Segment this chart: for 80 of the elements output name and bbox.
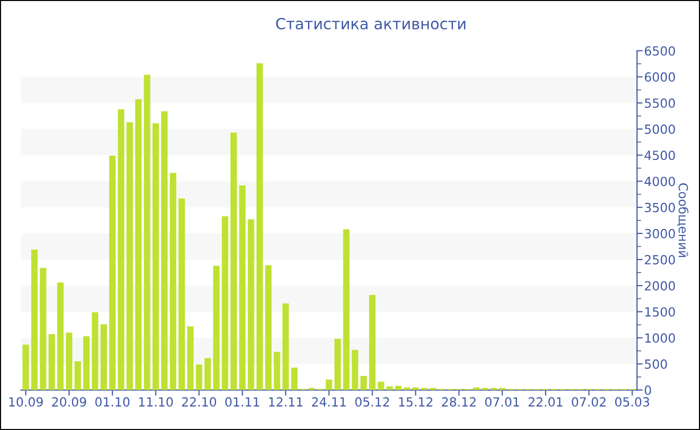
x-tick-label: 24.11 — [312, 397, 346, 406]
bar — [144, 74, 150, 390]
y-tick-label: 2000 — [644, 281, 675, 291]
y-tick-label: 6500 — [644, 46, 675, 56]
y-tick-label: 4000 — [644, 176, 675, 186]
bar — [239, 185, 246, 390]
x-tick-label: 07.01 — [485, 397, 520, 407]
bar — [291, 368, 298, 390]
bar — [196, 364, 202, 390]
bar — [395, 386, 402, 390]
bar — [118, 109, 124, 390]
y-tick-label: 500 — [644, 359, 667, 369]
bar — [40, 268, 46, 390]
y-tick-label: 5500 — [644, 98, 675, 108]
y-tick-label: 1000 — [645, 333, 675, 343]
x-tick-label: 22.01 — [528, 397, 562, 407]
bar — [334, 338, 341, 390]
x-tick-label: 05.03 — [615, 397, 650, 407]
bar — [482, 388, 488, 390]
x-tick-label: 22.10 — [182, 397, 216, 407]
y-tick-label: 1500 — [645, 307, 675, 317]
x-tick-label: 10.09 — [9, 397, 43, 407]
chart-title: Статистика активности — [276, 18, 466, 30]
bar — [473, 387, 480, 390]
bar — [343, 229, 350, 390]
bar — [230, 132, 237, 390]
y-axis-title: Сообщений — [677, 183, 688, 258]
bar — [499, 388, 506, 390]
y-tick-label: 5000 — [644, 124, 675, 134]
bar — [490, 388, 497, 390]
bar — [222, 216, 228, 390]
bar — [265, 265, 272, 390]
y-tick-label: 6000 — [644, 72, 675, 82]
bar — [57, 282, 64, 390]
y-tick-label: 0 — [644, 385, 652, 395]
bar — [213, 266, 220, 390]
bar — [404, 387, 410, 390]
x-tick-label: 28.12 — [442, 397, 476, 407]
bar — [326, 380, 332, 390]
bar — [92, 312, 98, 390]
bar — [161, 111, 168, 390]
x-tick-label: 12.11 — [269, 397, 302, 406]
bar — [135, 99, 142, 390]
x-tick-label: 20.09 — [52, 397, 86, 407]
bar — [100, 324, 107, 390]
x-tick-label: 07.02 — [572, 397, 606, 407]
bar — [66, 332, 72, 390]
bar — [378, 382, 384, 390]
bar — [421, 388, 428, 390]
bar — [369, 295, 376, 390]
y-tick-label: 3500 — [644, 202, 675, 212]
x-tick-label: 11.10 — [139, 397, 173, 407]
bar — [170, 172, 176, 390]
x-tick-label: 05.12 — [355, 397, 389, 407]
bar — [74, 361, 81, 390]
bar — [204, 358, 211, 390]
x-tick-label: 01.11 — [225, 397, 260, 407]
bar — [412, 387, 419, 390]
bar — [360, 376, 367, 390]
bar — [109, 156, 116, 390]
bar — [178, 198, 185, 390]
bar — [282, 303, 289, 390]
bar — [83, 336, 90, 390]
y-tick-label: 3000 — [644, 228, 675, 238]
bar — [187, 326, 194, 390]
x-tick-label: 15.12 — [399, 397, 432, 407]
bar — [126, 122, 133, 390]
y-tick-label: 4500 — [644, 150, 675, 160]
bar — [31, 250, 38, 390]
bar — [22, 344, 29, 390]
bar — [352, 350, 358, 390]
bar — [386, 386, 393, 390]
bar — [152, 123, 159, 390]
bar — [256, 63, 263, 390]
bar — [308, 388, 315, 390]
bar — [48, 334, 55, 390]
bar — [248, 219, 254, 390]
y-tick-label: 2500 — [644, 254, 675, 264]
bar — [274, 352, 280, 390]
x-tick-label: 01.10 — [95, 397, 130, 407]
